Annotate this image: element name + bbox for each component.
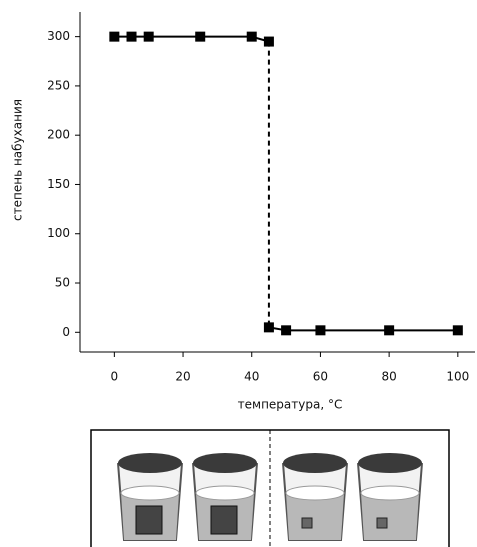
point: [126, 31, 137, 42]
x-tick-label: 80: [381, 370, 396, 384]
point: [315, 325, 326, 336]
y-tick-label: 50: [55, 276, 70, 290]
point: [143, 31, 154, 42]
y-tick-label: 0: [62, 325, 70, 339]
x-tick-label: 0: [111, 370, 119, 384]
x-tick-label: 20: [175, 370, 190, 384]
x-axis-label: температура, °С: [238, 398, 343, 412]
point: [263, 36, 274, 47]
y-tick-label: 150: [47, 177, 70, 191]
point: [452, 325, 463, 336]
point: [384, 325, 395, 336]
y-tick-label: 100: [47, 226, 70, 240]
x-tick-label: 100: [446, 370, 469, 384]
x-tick-label: 40: [244, 370, 259, 384]
point: [195, 31, 206, 42]
point: [281, 325, 292, 336]
y-tick-label: 300: [47, 29, 70, 43]
point: [246, 31, 257, 42]
y-axis-label: степень набухания: [11, 99, 25, 221]
illustration: [90, 429, 450, 547]
x-tick-label: 60: [313, 370, 328, 384]
point: [109, 31, 120, 42]
y-tick-label: 250: [47, 78, 70, 92]
y-tick-label: 200: [47, 128, 70, 142]
point: [263, 322, 274, 333]
